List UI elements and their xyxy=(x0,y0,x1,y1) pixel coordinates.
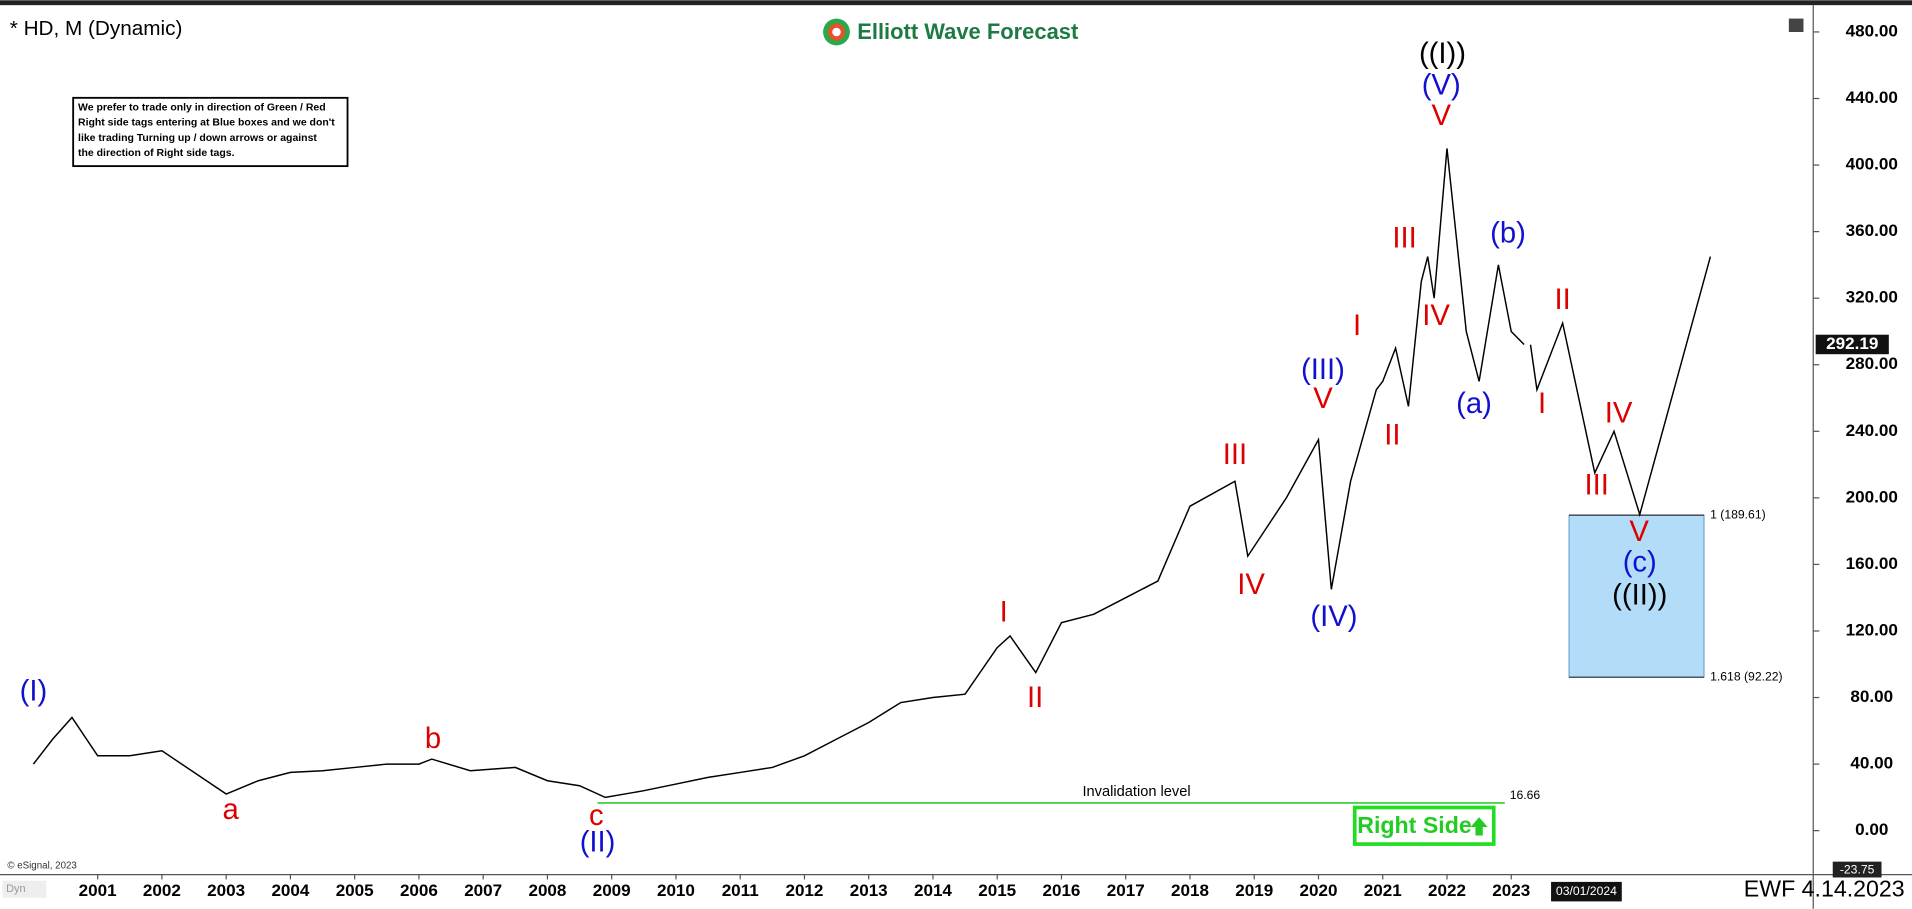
wave-label: a xyxy=(223,794,240,826)
axis-min-box xyxy=(1832,861,1882,878)
y-tick-label: 360.00 xyxy=(1846,221,1898,240)
up-arrow xyxy=(1470,817,1488,836)
x-tick-label: 2023 xyxy=(1492,881,1530,900)
wave-label: I xyxy=(1538,388,1546,420)
y-tick-label: 160.00 xyxy=(1846,554,1898,573)
x-tick-label: 2005 xyxy=(336,881,374,900)
price-line xyxy=(1529,256,1712,518)
window-icon[interactable] xyxy=(1788,18,1804,32)
axis-min-label: -23.75 xyxy=(1840,862,1875,876)
wave-label: V xyxy=(1629,516,1649,548)
wave-label: IV xyxy=(1422,300,1450,332)
copyright: © eSignal, 2023 xyxy=(7,861,77,872)
y-tick-label: 440.00 xyxy=(1846,88,1898,107)
wave-label: c xyxy=(589,800,604,832)
wave-label: II xyxy=(1384,420,1400,452)
x-tick-label: 2021 xyxy=(1364,881,1402,900)
right-side-tag xyxy=(1352,805,1496,846)
y-tick-label: 480.00 xyxy=(1846,21,1898,40)
x-tick-label: 2007 xyxy=(464,881,502,900)
x-tick-label: 2020 xyxy=(1299,881,1337,900)
chart-title: * HD, M (Dynamic) xyxy=(10,17,183,40)
wave-label: IV xyxy=(1237,569,1265,601)
wave-label: ((II)) xyxy=(1612,579,1667,611)
y-tick-label: 120.00 xyxy=(1846,620,1898,639)
logo: Elliott Wave Forecast xyxy=(823,18,1079,46)
y-tick-label: 200.00 xyxy=(1846,487,1898,506)
y-tick-label: 280.00 xyxy=(1846,354,1898,373)
disclaimer-box xyxy=(72,96,349,168)
wave-label: III xyxy=(1223,439,1247,471)
wave-label: (c) xyxy=(1623,546,1657,578)
wave-label: (I) xyxy=(20,675,48,707)
y-tick-label: 240.00 xyxy=(1846,421,1898,440)
x-tick-label: 2018 xyxy=(1171,881,1209,900)
y-tick-label: 0.00 xyxy=(1855,820,1888,839)
last-price-box xyxy=(1815,334,1889,355)
x-tick-label: 2019 xyxy=(1235,881,1273,900)
fib-label: 1 (189.61) xyxy=(1710,507,1766,521)
wave-label: (V) xyxy=(1422,70,1461,102)
x-tick-label: 2012 xyxy=(785,881,823,900)
x-tick-label: 2008 xyxy=(528,881,566,900)
right-side-label: Right Side xyxy=(1357,812,1472,838)
wave-label: (IV) xyxy=(1310,601,1357,633)
target-box xyxy=(1568,514,1705,678)
x-tick-label: 2010 xyxy=(657,881,695,900)
x-tick-label: 2003 xyxy=(207,881,245,900)
disclaimer-line: Right side tags entering at Blue boxes a… xyxy=(78,118,335,129)
x-tick-label: 2015 xyxy=(978,881,1016,900)
x-tick-label: 2006 xyxy=(400,881,438,900)
wave-label: II xyxy=(1027,682,1043,714)
date-box xyxy=(1551,881,1622,902)
last-price-label: 292.19 xyxy=(1826,334,1878,353)
x-tick-label: 2014 xyxy=(914,881,952,900)
logo-icon-core xyxy=(832,27,841,37)
x-tick-label: 2022 xyxy=(1428,881,1466,900)
wave-label: I xyxy=(1000,596,1008,628)
x-tick-label: 2016 xyxy=(1042,881,1080,900)
wave-label: IV xyxy=(1605,398,1633,430)
x-tick-label: 2004 xyxy=(271,881,309,900)
wave-label: (II) xyxy=(580,827,616,859)
wave-label: V xyxy=(1431,100,1451,132)
x-tick-label: 2009 xyxy=(593,881,631,900)
y-tick-label: 80.00 xyxy=(1850,687,1893,706)
date-box-label: 03/01/2024 xyxy=(1556,884,1617,898)
wave-label: b xyxy=(425,723,441,755)
price-line xyxy=(32,148,1525,799)
x-tick-label: 2002 xyxy=(143,881,181,900)
wave-label: V xyxy=(1313,383,1333,415)
wave-label: ((I)) xyxy=(1419,38,1466,70)
footer: EWF 4.14.2023 xyxy=(1744,876,1905,902)
invalidation-value: 16.66 xyxy=(1510,788,1541,802)
corner-box xyxy=(2,880,47,898)
top-border xyxy=(0,0,1912,6)
x-tick-label: 2013 xyxy=(850,881,888,900)
disclaimer-line: the direction of Right side tags. xyxy=(78,148,235,159)
disclaimer-line: like trading Turning up / down arrows or… xyxy=(78,133,317,144)
y-tick-label: 400.00 xyxy=(1846,155,1898,174)
wave-label: III xyxy=(1585,470,1609,502)
disclaimer: We prefer to trade only in direction of … xyxy=(78,102,335,159)
y-tick-label: 40.00 xyxy=(1850,754,1893,773)
disclaimer-line: We prefer to trade only in direction of … xyxy=(78,102,326,113)
wave-label: III xyxy=(1392,223,1416,255)
brand: Elliott Wave Forecast xyxy=(857,19,1079,44)
wave-label: (III) xyxy=(1301,354,1345,386)
wave-label: I xyxy=(1353,310,1361,342)
x-tick-label: 2001 xyxy=(79,881,117,900)
x-tick-label: 2011 xyxy=(722,881,760,900)
y-tick-label: 320.00 xyxy=(1846,288,1898,307)
wave-label: (a) xyxy=(1456,388,1492,420)
invalidation-label: Invalidation level xyxy=(1082,784,1190,800)
wave-label: (b) xyxy=(1490,218,1526,250)
x-tick-label: 2017 xyxy=(1107,881,1145,900)
fib-label: 1.618 (92.22) xyxy=(1710,669,1783,683)
corner-label: Dyn xyxy=(6,883,26,895)
wave-label: II xyxy=(1555,284,1571,316)
